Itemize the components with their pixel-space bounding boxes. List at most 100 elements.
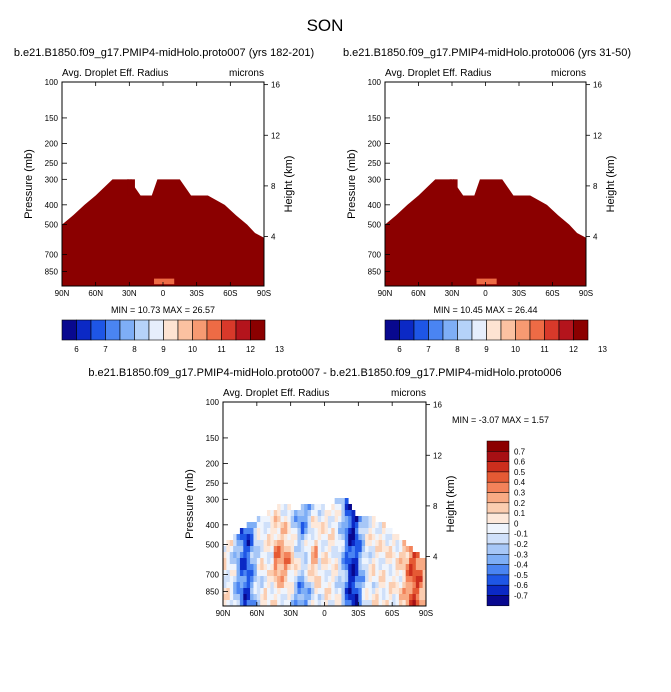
diff-cell xyxy=(250,528,254,535)
diff-cell xyxy=(280,546,285,553)
diff-cell xyxy=(233,594,237,601)
diff-cell xyxy=(382,546,386,553)
diff-cell xyxy=(263,528,268,535)
diff-cell xyxy=(348,504,352,511)
diff-cell xyxy=(283,516,288,523)
diff-cell xyxy=(300,516,305,523)
diff-cell xyxy=(354,582,359,589)
diff-cell xyxy=(229,558,234,565)
diff-cell xyxy=(287,522,292,529)
diff-cell xyxy=(375,522,380,529)
diff-cell xyxy=(297,528,302,535)
diff-cell xyxy=(273,552,278,559)
diff-cell xyxy=(334,588,339,595)
diff-cell xyxy=(297,510,302,517)
diff-cell xyxy=(385,552,390,559)
diff-cell xyxy=(283,504,288,511)
diff-cell xyxy=(314,570,319,577)
diff-cell xyxy=(256,600,261,607)
diff-cell xyxy=(321,588,325,595)
diff-cell xyxy=(344,540,349,547)
diff-cell xyxy=(338,516,342,523)
diff-cell xyxy=(317,600,322,607)
diff-cell xyxy=(277,600,281,607)
diff-cell xyxy=(368,534,373,541)
diff-cell xyxy=(327,528,332,535)
diff-cell xyxy=(385,564,390,571)
diff-cell xyxy=(297,534,302,541)
height-tick-label: 16 xyxy=(271,81,280,90)
diff-cell xyxy=(283,540,288,547)
diff-cell xyxy=(348,600,352,607)
diff-cell xyxy=(270,594,275,601)
diff-cell xyxy=(392,564,396,571)
diff-cell xyxy=(351,576,356,583)
diff-cell xyxy=(365,594,369,601)
colorbar-swatch xyxy=(250,319,266,341)
diff-cell xyxy=(334,522,339,529)
diff-cell xyxy=(344,594,349,601)
diff-cell xyxy=(375,600,380,607)
diff-cell xyxy=(402,564,407,571)
diff-cell xyxy=(338,576,342,583)
diff-cell xyxy=(351,600,356,607)
diff-cell xyxy=(277,540,281,547)
diff-cell xyxy=(321,528,325,535)
diff-cell xyxy=(365,570,369,577)
diff-cell xyxy=(354,558,359,565)
diff-cell xyxy=(344,600,349,607)
diff-cell xyxy=(304,552,308,559)
diff-cell xyxy=(348,570,352,577)
y-tick-label: 850 xyxy=(206,588,220,597)
diff-cell xyxy=(388,588,393,595)
diff-cell xyxy=(300,546,305,553)
diff-cell xyxy=(283,588,288,595)
diff-cell xyxy=(378,600,383,607)
diff-cell xyxy=(223,582,227,589)
diff-cell xyxy=(371,594,376,601)
diff-cell xyxy=(283,522,288,529)
diff-cell xyxy=(371,570,376,577)
diff-cell xyxy=(348,510,352,517)
diff-cell xyxy=(348,552,352,559)
colorbar-swatch xyxy=(163,319,179,341)
diff-cell xyxy=(297,522,302,529)
diff-cell xyxy=(229,552,234,559)
height-tick-label: 8 xyxy=(433,502,438,511)
diff-cell xyxy=(334,600,339,607)
diff-cell xyxy=(341,522,346,529)
height-axis-title: Height (km) xyxy=(605,156,617,213)
diff-cell xyxy=(365,534,369,541)
diff-cell xyxy=(395,564,400,571)
diff-cell xyxy=(419,576,424,583)
diff-cell xyxy=(310,546,315,553)
diff-cell xyxy=(358,588,363,595)
diff-cell xyxy=(321,570,325,577)
diff-cell xyxy=(300,534,305,541)
x-tick-label: 0 xyxy=(161,289,166,298)
diff-cell xyxy=(294,528,298,535)
diff-cell xyxy=(409,552,413,559)
diff-cell xyxy=(415,558,420,565)
diff-cell xyxy=(392,600,396,607)
diff-cell xyxy=(334,498,339,505)
colorbar-label: -0.4 xyxy=(514,561,528,570)
diff-cell xyxy=(253,594,258,601)
diff-cell xyxy=(287,594,292,601)
diff-cell xyxy=(378,552,383,559)
height-tick-label: 4 xyxy=(271,233,276,242)
diff-cell xyxy=(324,594,329,601)
diff-cell xyxy=(239,594,244,601)
diff-cell xyxy=(334,552,339,559)
colorbar-swatch xyxy=(105,319,121,341)
diff-cell xyxy=(365,582,369,589)
diff-cell xyxy=(260,546,264,553)
diff-cell xyxy=(307,600,312,607)
colorbar-swatch xyxy=(486,574,510,586)
diff-cell xyxy=(409,576,413,583)
units-label: microns xyxy=(551,68,586,79)
diff-cell xyxy=(341,516,346,523)
diff-cell xyxy=(250,546,254,553)
diff-cell xyxy=(368,588,373,595)
diff-cell xyxy=(368,528,373,535)
